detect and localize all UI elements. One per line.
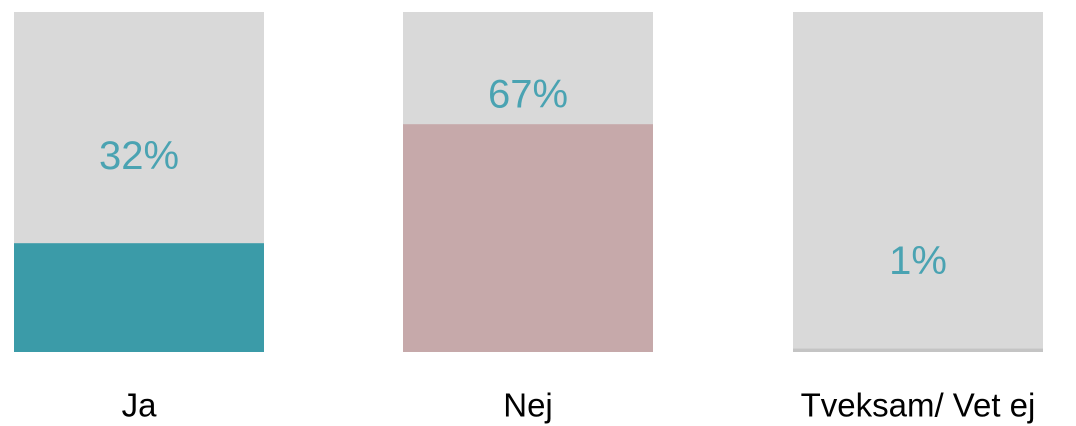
bar-background [793, 12, 1043, 352]
bar [14, 243, 264, 352]
bar [403, 124, 653, 352]
category-label: Ja [122, 387, 158, 424]
value-label: 67% [488, 73, 568, 117]
category-label: Nej [503, 387, 553, 424]
value-label: 1% [889, 239, 947, 283]
category-label: Tveksam/ Vet ej [801, 387, 1036, 424]
bar [793, 348, 1043, 352]
value-label: 32% [99, 134, 179, 178]
